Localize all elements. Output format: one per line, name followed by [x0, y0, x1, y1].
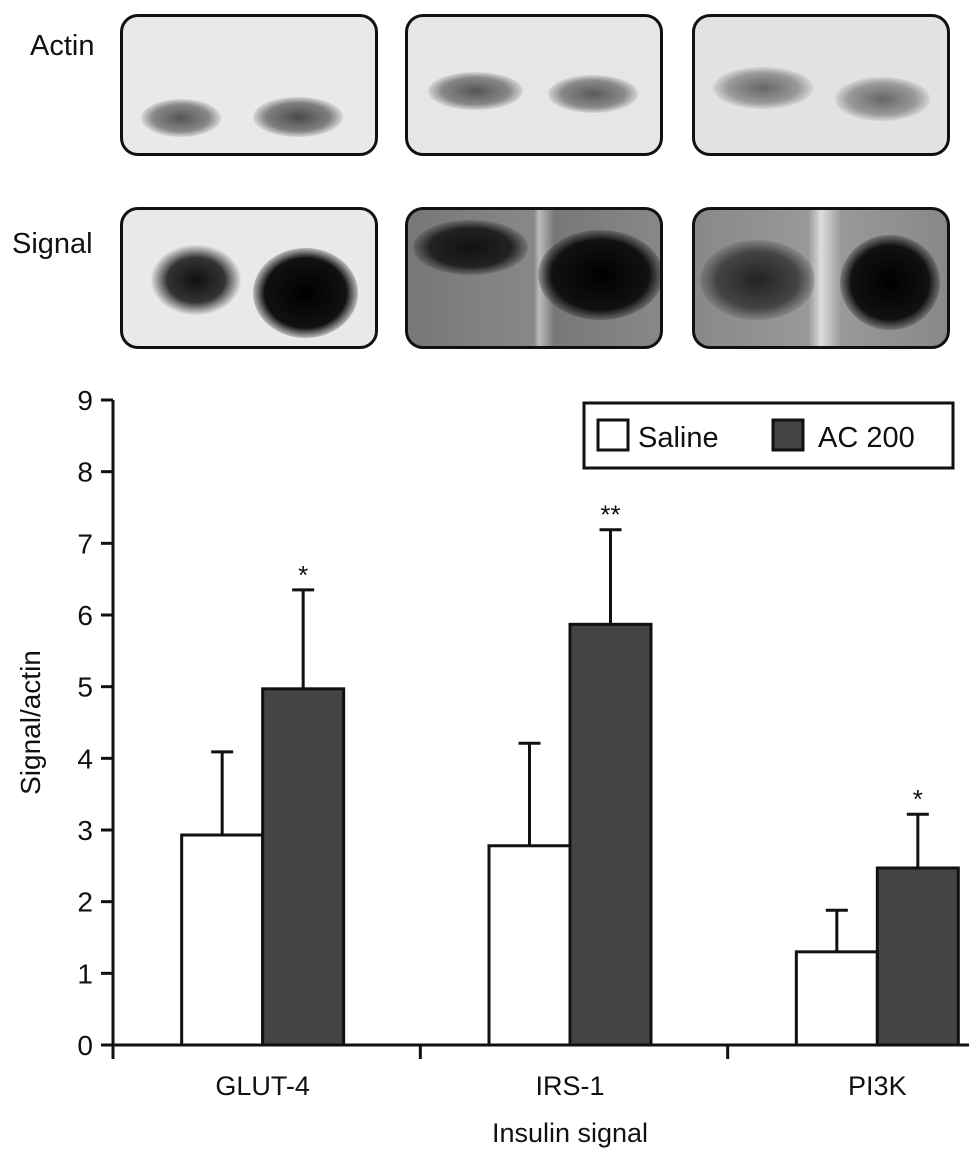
y-tick-label: 1	[77, 958, 93, 989]
significance-marker: *	[298, 560, 308, 590]
bar-ac-200	[568, 622, 653, 1047]
legend-swatch-saline	[596, 418, 630, 452]
bar-ac-200	[875, 866, 960, 1047]
bar-ac-200	[261, 687, 346, 1047]
x-axis-label: Insulin signal	[492, 1118, 648, 1148]
x-tick-label: IRS-1	[535, 1071, 604, 1101]
blot-row-label-signal: Signal	[12, 228, 93, 260]
y-tick-label: 0	[77, 1030, 93, 1061]
significance-marker: *	[913, 784, 923, 814]
y-tick-label: 3	[77, 815, 93, 846]
y-tick-label: 4	[77, 743, 93, 774]
blot-actin-pi3k	[692, 14, 950, 156]
legend-swatch-ac200	[771, 418, 805, 452]
y-tick-label: 8	[77, 457, 93, 488]
significance-marker: **	[600, 500, 620, 530]
legend-label-saline: Saline	[638, 422, 719, 454]
legend	[582, 401, 955, 470]
blot-row-label-actin: Actin	[30, 30, 95, 62]
y-tick-label: 9	[77, 385, 93, 416]
blot-actin-glut4	[120, 14, 378, 156]
y-tick-label: 5	[77, 672, 93, 703]
blot-signal-glut4	[120, 207, 378, 349]
legend-label-ac200: AC 200	[818, 422, 915, 454]
bar-saline	[794, 950, 879, 1047]
y-tick-label: 6	[77, 600, 93, 631]
blot-actin-irs1	[405, 14, 663, 156]
x-tick-label: PI3K	[848, 1071, 907, 1101]
blot-signal-irs1	[405, 207, 663, 349]
y-tick-label: 2	[77, 887, 93, 918]
bar-saline	[487, 844, 572, 1047]
bar-saline	[180, 833, 265, 1047]
y-tick-label: 7	[77, 528, 93, 559]
blot-signal-pi3k	[692, 207, 950, 349]
x-tick-label: GLUT-4	[215, 1071, 310, 1101]
y-axis-label: Signal/actin	[15, 650, 46, 795]
